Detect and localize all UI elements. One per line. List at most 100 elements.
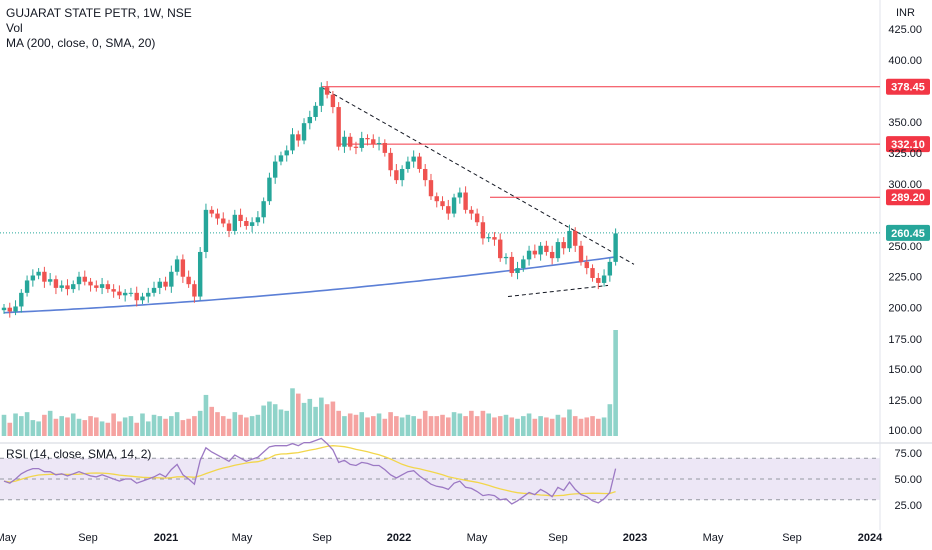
volume-bar [111,413,116,436]
volume-bar [497,416,503,436]
volume-bar [515,418,520,436]
volume-bar [469,410,474,436]
candle-body [244,221,249,226]
ma-label[interactable]: MA (200, close, 0, SMA, 20) [6,36,156,50]
volume-bar [613,330,618,436]
price-tick: 200.00 [888,303,922,315]
candle-body [538,245,543,255]
volume-bar [203,394,209,436]
volume-bar [457,413,463,436]
volume-bar [590,416,595,436]
price-label-378.45: 378.45 [891,82,925,94]
volume-bar [82,420,88,436]
candle-body [324,87,330,95]
candle-body [59,285,64,288]
x-tick: 2023 [623,532,647,544]
x-tick: May [0,532,17,544]
volume-bar [330,401,336,436]
candle-body [353,146,359,148]
volume-bar [549,418,555,436]
candle-body [371,139,376,145]
candle-body [474,213,480,223]
x-tick: Sep [548,532,568,544]
candle-body [348,136,353,147]
candle-body [451,197,457,214]
candle-body [555,242,561,259]
volume-bar [353,414,359,436]
volume-label[interactable]: Vol [6,21,23,35]
candle-body [157,281,162,288]
candle-body [492,237,497,240]
candle-body [590,268,595,278]
volume-bar [307,398,313,436]
volume-bar [76,418,82,436]
volume-bar [209,406,215,436]
candle-body [405,161,411,169]
candle-body [267,177,272,202]
price-label-332.10: 332.10 [891,139,925,151]
candle-body [111,289,116,292]
candle-body [122,292,128,296]
volume-bar [255,414,261,436]
volume-bar [128,416,134,436]
volume-bar [30,420,36,436]
candle-body [192,284,197,297]
candle-body [607,261,613,276]
volume-bar [399,417,405,436]
volume-bar [122,417,128,436]
candle-body [498,239,503,259]
price-label-bg-378.45 [886,78,930,95]
volume-bar [1,414,7,436]
candle-body [174,259,180,272]
candle-body [203,209,209,252]
candle-body [278,155,284,162]
candle-body [105,284,111,290]
rsi-layer [3,437,617,505]
price-label-bg-332.10 [886,136,930,153]
rsi-legend[interactable]: RSI (14, close, SMA, 14, 2) [6,447,152,461]
volume-bar [440,414,445,436]
volume-bar [290,388,295,436]
candle-body [584,261,589,269]
candle-body [134,292,139,301]
volume-bar [388,412,393,436]
volume-bar [394,416,399,436]
candle-body [394,170,399,181]
volume-bar [186,418,191,436]
price-tick: 325.00 [888,148,922,160]
volume-bar [567,409,572,436]
candle-body [169,271,174,287]
candle-body [336,107,341,147]
volume-bar [151,414,157,436]
candle-body [313,105,318,117]
volume-bar [324,404,330,436]
symbol-label[interactable]: GUJARAT STATE PETR, 1W, NSE [6,6,192,20]
volume-bar [117,421,122,436]
candle-body [24,280,30,293]
volume-bar [70,413,76,436]
volume-bar [65,417,70,436]
candle-body [463,192,468,210]
volume-bar [434,416,440,436]
candle-body [399,168,405,181]
volume-bar [47,410,53,436]
volume-bar [521,416,526,436]
candle-body [284,150,289,156]
volume-bar [140,413,145,436]
descending-trendline [321,86,635,265]
price-label-bg-289.20 [886,189,930,206]
candle-body [342,136,347,147]
candle-body [65,285,70,290]
volume-bar [561,417,566,436]
candle-body [261,201,266,218]
candle-body [307,116,313,124]
volume-bar [145,421,151,436]
volume-bar [445,417,451,436]
volume-bar [422,410,428,436]
x-tick: May [467,532,488,544]
volume-bar [538,416,543,436]
candle-body [549,251,555,259]
candle-body [521,259,526,269]
candle-body [469,209,474,214]
